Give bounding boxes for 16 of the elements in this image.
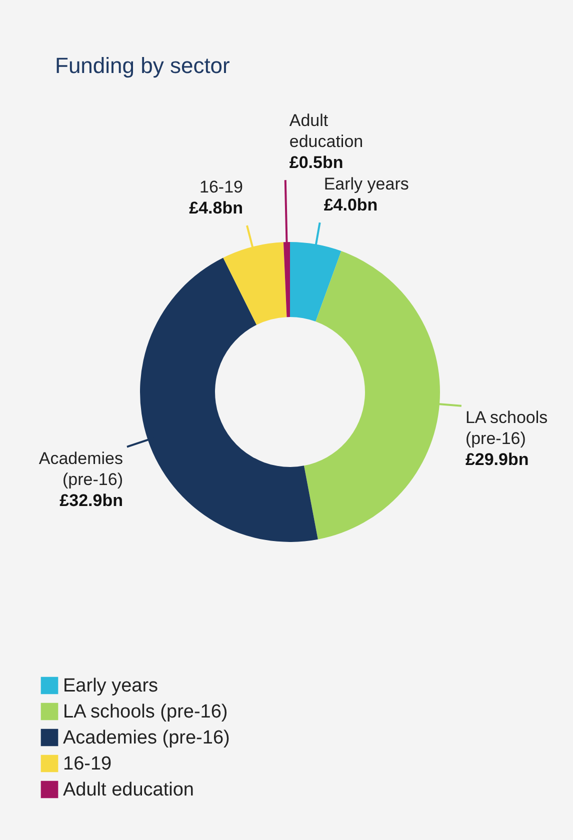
chart-title: Funding by sector (55, 53, 230, 78)
data-label: £32.9bn (60, 490, 123, 510)
slice-label: LA schools (pre-16) (465, 408, 548, 448)
legend-label: Early years (63, 676, 158, 696)
legend-label: LA schools (pre-16) (63, 702, 228, 722)
slice-label: Adult education (289, 111, 364, 152)
slice-label: Academies (pre-16) (38, 448, 123, 489)
data-label: £0.5bn (289, 153, 344, 172)
legend-label: Adult education (63, 780, 194, 800)
data-label: £4.0bn (324, 196, 378, 215)
legend-label: 16-19 (63, 754, 112, 774)
slice-label: Early years (324, 174, 409, 194)
data-label: £4.8bn (189, 198, 243, 218)
data-label: £29.9bn (465, 450, 529, 469)
slice-label: 16-19 (200, 177, 243, 196)
legend-label: Academies (pre-16) (63, 728, 230, 748)
